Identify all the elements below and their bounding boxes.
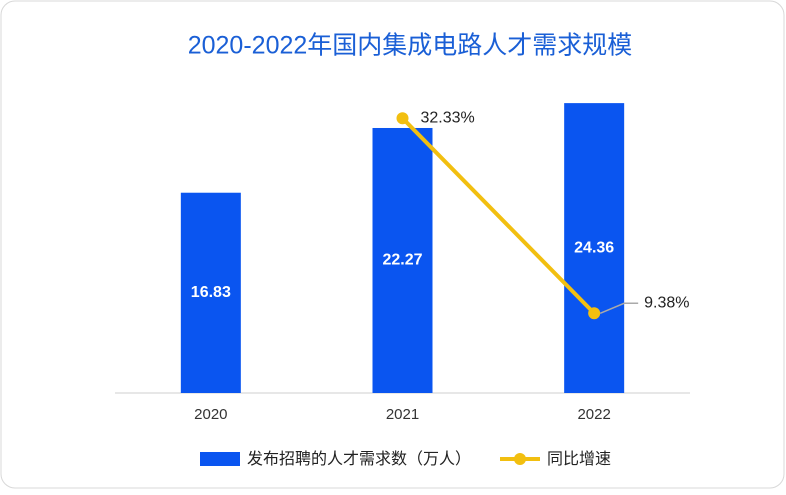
line-point	[588, 307, 601, 320]
x-tick-label: 2020	[194, 406, 227, 423]
line-point	[396, 112, 409, 125]
bar-value-label: 16.83	[191, 284, 231, 301]
bar	[372, 127, 433, 393]
bar	[564, 103, 625, 393]
bar	[180, 192, 241, 393]
chart-title: 2020-2022年国内集成电路人才需求规模	[188, 32, 633, 60]
legend-swatch	[200, 452, 240, 466]
x-tick-label: 2022	[577, 406, 610, 423]
line-value-label: 32.33%	[421, 109, 475, 126]
line	[401, 116, 596, 315]
bar-value-label: 22.27	[382, 252, 422, 269]
label-leader	[599, 302, 639, 314]
line-value-label: 9.38%	[644, 294, 689, 311]
legend-swatch-dot	[514, 453, 526, 465]
legend-label: 发布招聘的人才需求数（万人）	[247, 450, 471, 468]
x-tick-label: 2021	[386, 406, 419, 423]
legend-label: 同比增速	[547, 450, 611, 468]
bar-value-label: 24.36	[574, 239, 614, 256]
